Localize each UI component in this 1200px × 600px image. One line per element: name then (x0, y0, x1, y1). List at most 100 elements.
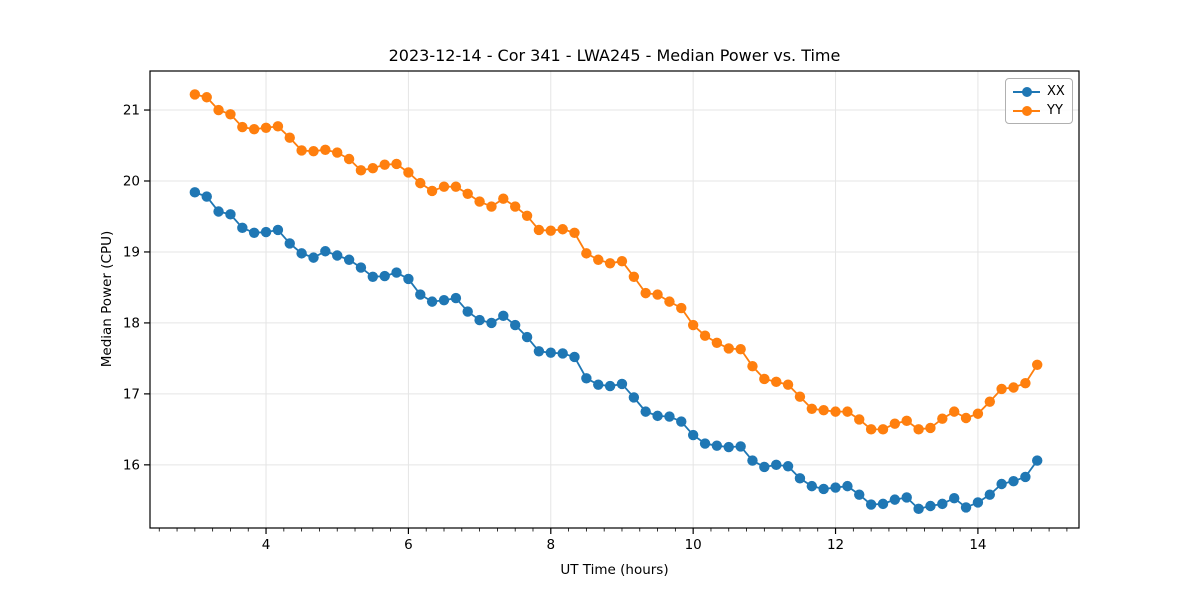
data-point-yy (296, 145, 307, 156)
data-point-xx (581, 373, 592, 384)
data-point-yy (213, 104, 224, 116)
y-axis-label: Median Power (CPU) (99, 230, 115, 368)
data-point-yy (747, 361, 758, 372)
data-point-yy (652, 289, 663, 300)
data-point-xx (771, 459, 782, 471)
data-point-xx (474, 314, 485, 326)
data-point-xx (687, 429, 699, 441)
data-point-xx (237, 222, 248, 234)
data-point-yy (699, 330, 711, 341)
data-point-yy (248, 123, 260, 135)
data-point-xx (189, 187, 201, 198)
data-point-yy (367, 163, 379, 174)
data-point-yy (355, 165, 367, 176)
data-point-yy (237, 121, 248, 133)
data-point-yy (521, 210, 533, 221)
data-point-xx (913, 503, 924, 515)
data-point-xx (925, 500, 936, 512)
data-point-xx (865, 499, 877, 510)
data-point-xx (699, 438, 711, 449)
data-point-xx (343, 254, 355, 265)
data-point-yy (616, 255, 628, 267)
data-point-xx (1008, 475, 1019, 487)
data-point-xx (248, 227, 260, 238)
data-point-yy (711, 337, 723, 348)
data-point-xx (450, 292, 462, 304)
data-point-yy (735, 343, 746, 355)
data-point-yy (925, 422, 936, 434)
data-point-yy (403, 167, 414, 178)
data-point-yy (415, 177, 426, 189)
data-point-xx (426, 296, 438, 307)
data-point-xx (830, 482, 841, 493)
data-point-yy (806, 403, 818, 414)
data-point-xx (1032, 455, 1043, 466)
data-point-xx (225, 209, 236, 220)
data-point-yy (972, 408, 984, 419)
data-point-yy (379, 159, 390, 170)
data-point-yy (687, 319, 699, 331)
data-point-yy (782, 379, 794, 390)
legend-line-marker-icon (1013, 105, 1040, 116)
legend-item-yy: YY (1013, 104, 1064, 117)
data-point-yy (604, 258, 616, 269)
data-point-yy (937, 413, 948, 424)
data-point-xx (759, 461, 770, 473)
data-point-xx (296, 248, 307, 259)
data-point-xx (486, 317, 497, 329)
data-point-xx (949, 492, 960, 504)
data-point-yy (486, 201, 497, 212)
data-point-xx (509, 319, 521, 331)
y-axis-tick-label: 21 (123, 103, 140, 119)
data-point-xx (593, 379, 604, 390)
data-point-xx (984, 489, 996, 500)
data-point-xx (332, 250, 343, 261)
data-point-yy (533, 224, 545, 236)
data-point-yy (498, 193, 509, 204)
data-point-xx (403, 273, 414, 285)
chart-title: 2023-12-14 - Cor 341 - LWA245 - Median P… (388, 46, 841, 65)
data-point-xx (711, 440, 723, 451)
y-axis-tick-label: 19 (123, 244, 140, 260)
data-point-xx (260, 226, 272, 238)
data-point-yy (450, 181, 462, 192)
data-point-yy (260, 122, 272, 133)
data-point-xx (996, 478, 1007, 490)
data-point-yy (664, 296, 675, 307)
data-point-yy (996, 383, 1007, 395)
data-point-xx (533, 346, 545, 357)
data-point-yy (581, 248, 592, 259)
data-point-yy (474, 196, 485, 207)
x-axis-tick-label: 12 (827, 537, 844, 553)
data-point-yy (343, 153, 355, 165)
data-point-xx (284, 238, 295, 249)
data-point-yy (426, 185, 438, 197)
data-point-yy (759, 373, 770, 385)
data-point-xx (818, 483, 829, 495)
data-point-yy (545, 225, 556, 236)
data-point-yy (640, 287, 651, 299)
series-yy-line (194, 93, 1038, 431)
legend-label: XX (1047, 84, 1065, 99)
data-point-yy (628, 271, 640, 282)
data-point-yy (794, 391, 806, 402)
y-axis-tick-label: 20 (123, 173, 140, 189)
data-point-xx (462, 306, 473, 317)
data-point-yy (960, 412, 972, 424)
data-point-xx (391, 267, 402, 278)
data-point-xx (735, 441, 746, 452)
data-point-xx (640, 406, 651, 417)
data-point-yy (723, 343, 734, 354)
data-point-xx (355, 262, 367, 273)
data-point-xx (201, 191, 212, 202)
x-axis-tick-label: 14 (969, 537, 986, 553)
data-point-xx (498, 310, 509, 322)
data-point-xx (604, 380, 616, 392)
data-point-xx (877, 498, 889, 510)
data-point-yy (438, 181, 450, 192)
data-point-xx (747, 455, 758, 466)
x-axis-label: UT Time (hours) (560, 562, 669, 578)
data-point-xx (379, 270, 390, 282)
axes-spines (149, 70, 1080, 529)
